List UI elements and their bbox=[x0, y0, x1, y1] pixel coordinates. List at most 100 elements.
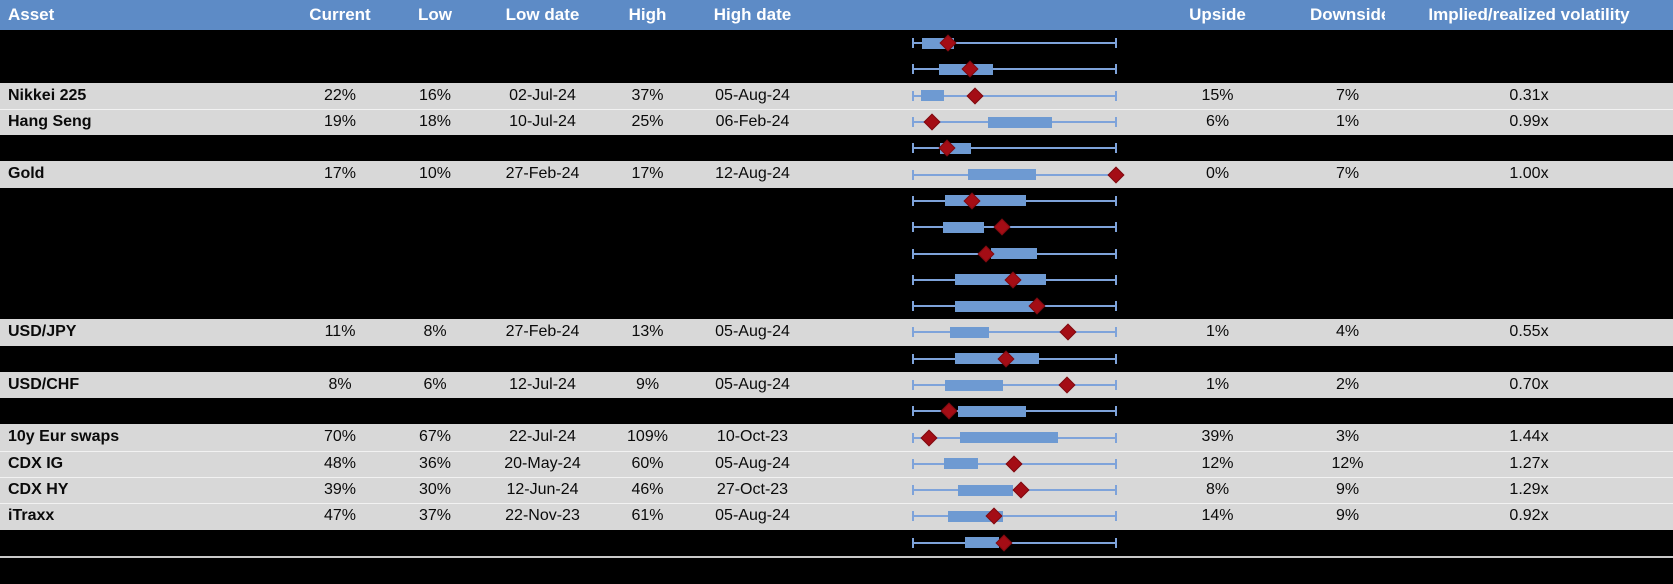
low-date-cell bbox=[480, 188, 605, 214]
whisker-low-cap bbox=[912, 64, 914, 75]
whisker-high-cap bbox=[1115, 117, 1117, 128]
asset-cell bbox=[0, 267, 290, 293]
whisker-high-cap bbox=[1115, 64, 1117, 75]
downside-cell: 7% bbox=[1335, 86, 1360, 104]
high-date-cell: 05-Aug-24 bbox=[715, 86, 790, 104]
col-header-low-date: Low date bbox=[505, 5, 580, 24]
downside-cell: 1% bbox=[1335, 112, 1360, 130]
current-level-marker-icon bbox=[1107, 166, 1125, 184]
high-date-cell bbox=[690, 530, 815, 556]
high-date-cell bbox=[690, 293, 815, 319]
whisker-high-cap bbox=[1115, 90, 1117, 101]
high-date-cell: 05-Aug-24 bbox=[715, 323, 790, 341]
interquartile-box bbox=[967, 169, 1036, 181]
low-cell bbox=[390, 530, 480, 556]
current-cell: 8% bbox=[328, 375, 352, 393]
high-cell: 9% bbox=[635, 375, 660, 393]
whisker-low-cap bbox=[912, 353, 914, 364]
downside-cell: 4% bbox=[1335, 323, 1360, 341]
asset-cell: Hang Seng bbox=[8, 112, 92, 130]
range-boxplot-cell bbox=[815, 30, 1125, 56]
whisker-line bbox=[912, 42, 1117, 45]
low-date-cell: 02-Jul-24 bbox=[509, 86, 576, 104]
asset-cell bbox=[0, 30, 290, 56]
low-date-cell bbox=[480, 214, 605, 240]
whisker-low-cap bbox=[912, 406, 914, 417]
table-row bbox=[0, 529, 1673, 556]
implied-realized-volatility-cell bbox=[1385, 188, 1673, 214]
range-boxplot bbox=[912, 346, 1117, 372]
asset-cell bbox=[0, 530, 290, 556]
current-cell: 19% bbox=[323, 112, 357, 130]
whisker-high-cap bbox=[1115, 248, 1117, 259]
table-row: Gold 17% 10% 27-Feb-24 17% 12-Aug-24 0% 7% 1.00x bbox=[0, 161, 1673, 188]
col-header-current: Current bbox=[309, 5, 371, 24]
low-cell bbox=[390, 267, 480, 293]
whisker-line bbox=[912, 515, 1117, 518]
low-date-cell bbox=[480, 56, 605, 82]
current-cell: 70% bbox=[323, 428, 357, 446]
interquartile-box bbox=[987, 116, 1052, 128]
whisker-low-cap bbox=[912, 458, 914, 469]
high-date-cell: 27-Oct-23 bbox=[716, 481, 789, 499]
range-boxplot-cell bbox=[815, 319, 1125, 345]
whisker-high-cap bbox=[1115, 353, 1117, 364]
low-cell: 8% bbox=[423, 323, 447, 341]
whisker-low-cap bbox=[912, 432, 914, 443]
high-cell: 46% bbox=[631, 481, 664, 499]
interquartile-box bbox=[957, 405, 1026, 417]
table-row: 10y Eur swaps 70% 67% 22-Jul-24 109% 10-Oct-2… bbox=[0, 424, 1673, 451]
range-boxplot bbox=[912, 109, 1117, 135]
range-boxplot-cell bbox=[815, 477, 1125, 503]
whisker-low-cap bbox=[912, 380, 914, 390]
range-boxplot-cell bbox=[815, 346, 1125, 372]
col-header-upside: Upside bbox=[1189, 5, 1246, 24]
current-cell: 47% bbox=[323, 507, 357, 525]
implied-realized-volatility-cell bbox=[1385, 530, 1673, 556]
upside-cell: 12% bbox=[1201, 454, 1234, 472]
whisker-low-cap bbox=[912, 143, 914, 154]
high-cell bbox=[605, 30, 690, 56]
whisker-line bbox=[912, 384, 1117, 386]
asset-cell: Nikkei 225 bbox=[8, 86, 87, 104]
range-boxplot-cell bbox=[815, 267, 1125, 293]
whisker-high-cap bbox=[1115, 143, 1117, 154]
upside-cell: 39% bbox=[1201, 428, 1234, 446]
implied-realized-volatility-cell bbox=[1385, 346, 1673, 372]
range-boxplot bbox=[912, 267, 1117, 293]
high-cell: 17% bbox=[631, 165, 664, 183]
high-date-cell bbox=[690, 214, 815, 240]
implied-realized-volatility-cell bbox=[1385, 293, 1673, 319]
low-date-cell: 27-Feb-24 bbox=[505, 323, 580, 341]
table-row: Nikkei 225 22% 16% 02-Jul-24 37% 05-Aug-24 15%… bbox=[0, 82, 1673, 109]
whisker-high-cap bbox=[1115, 406, 1117, 417]
col-header-high: High bbox=[628, 5, 667, 24]
range-boxplot bbox=[912, 372, 1117, 398]
low-date-cell bbox=[480, 530, 605, 556]
high-cell: 13% bbox=[631, 323, 664, 341]
low-date-cell: 27-Feb-24 bbox=[505, 165, 580, 183]
implied-realized-volatility-cell bbox=[1385, 30, 1673, 56]
low-date-cell bbox=[480, 267, 605, 293]
high-cell: 25% bbox=[631, 112, 664, 130]
implied-realized-volatility-cell: 0.55x bbox=[1509, 323, 1549, 341]
current-level-marker-icon bbox=[1059, 323, 1077, 341]
col-header-asset: Asset bbox=[8, 5, 55, 24]
whisker-high-cap bbox=[1115, 195, 1117, 206]
interquartile-box bbox=[942, 221, 985, 233]
interquartile-box bbox=[922, 37, 954, 49]
implied-realized-volatility-cell bbox=[1385, 267, 1673, 293]
whisker-high-cap bbox=[1115, 38, 1117, 49]
interquartile-box bbox=[955, 274, 1047, 286]
asset-cell bbox=[0, 398, 290, 424]
asset-cell bbox=[0, 56, 290, 82]
range-boxplot-cell bbox=[815, 451, 1125, 477]
low-cell bbox=[390, 135, 480, 161]
range-boxplot-cell bbox=[815, 372, 1125, 398]
low-date-cell bbox=[480, 30, 605, 56]
table-row bbox=[0, 30, 1673, 57]
downside-cell bbox=[1310, 293, 1385, 319]
low-cell bbox=[390, 214, 480, 240]
col-header-implied-realized-volatility: Implied/realized volatility bbox=[1428, 5, 1630, 24]
table-row bbox=[0, 240, 1673, 267]
